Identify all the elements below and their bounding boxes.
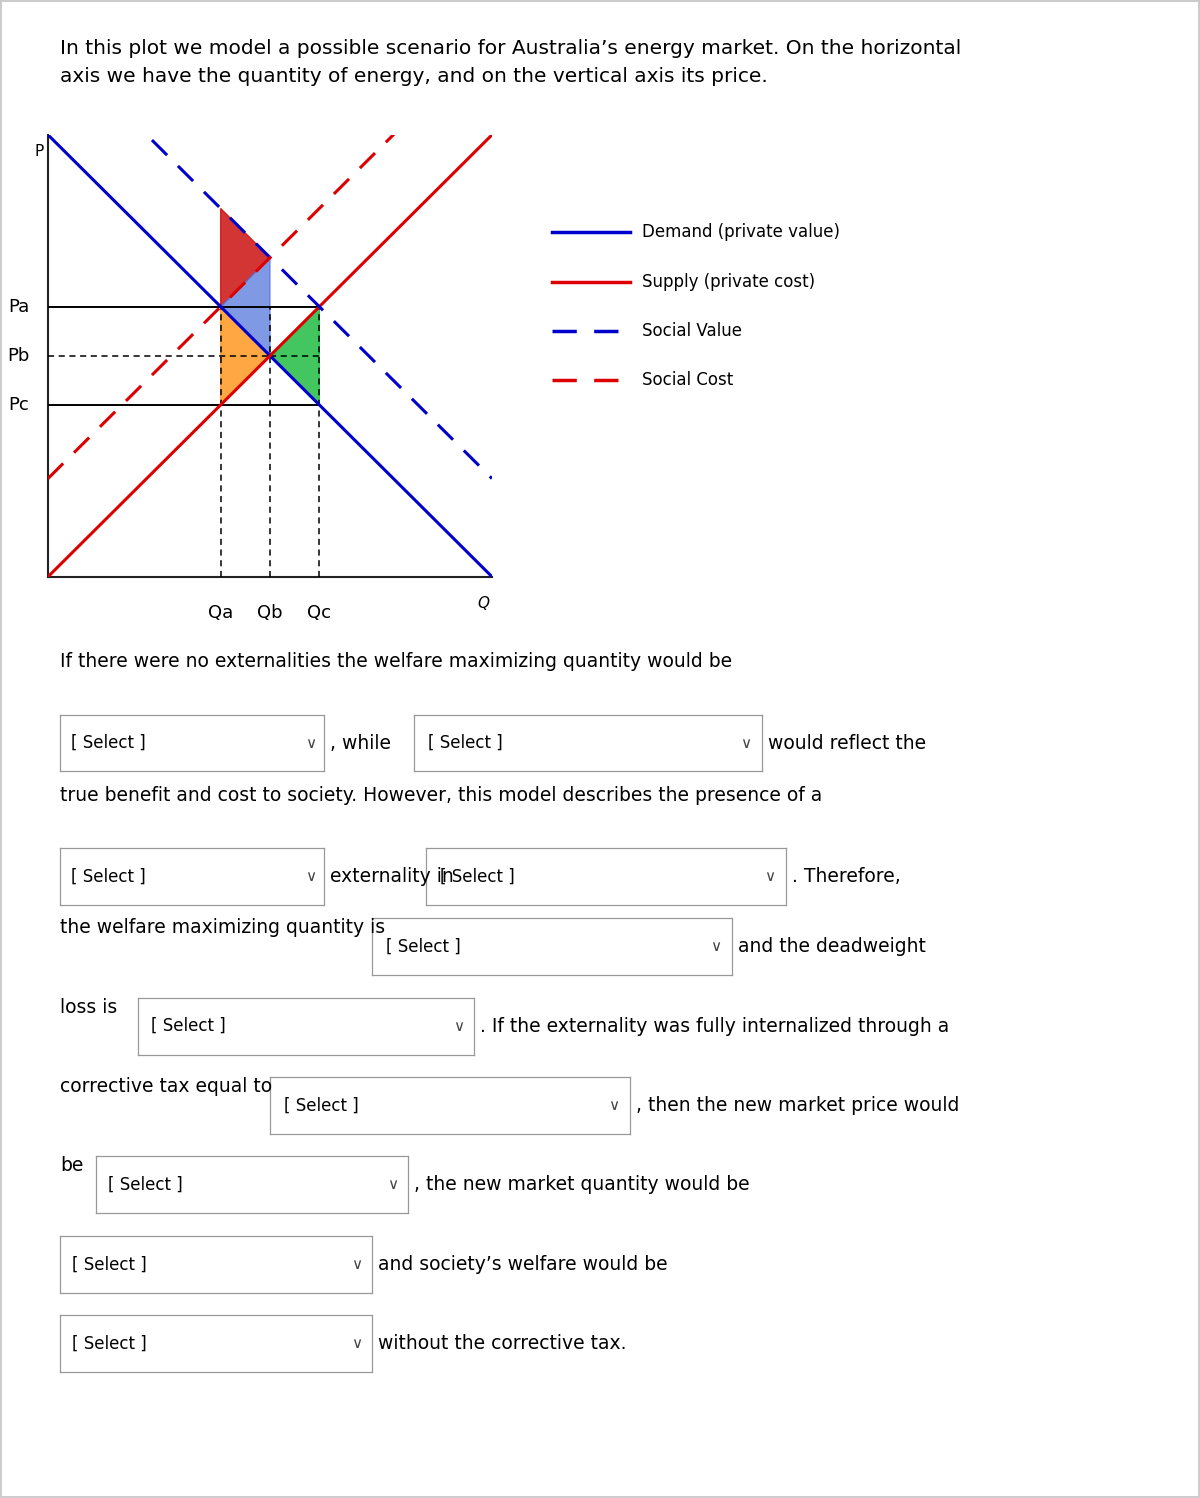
Text: Supply (private cost): Supply (private cost) <box>642 273 815 291</box>
Text: P: P <box>35 144 43 159</box>
Text: axis we have the quantity of energy, and on the vertical axis its price.: axis we have the quantity of energy, and… <box>60 67 768 87</box>
Text: be: be <box>60 1156 83 1176</box>
Text: the welfare maximizing quantity is: the welfare maximizing quantity is <box>60 918 385 938</box>
Text: If there were no externalities the welfare maximizing quantity would be: If there were no externalities the welfa… <box>60 652 732 671</box>
Text: [ Select ]: [ Select ] <box>71 867 145 885</box>
Polygon shape <box>221 208 270 307</box>
Text: corrective tax equal to: corrective tax equal to <box>60 1077 272 1097</box>
Text: . If the externality was fully internalized through a: . If the externality was fully internali… <box>480 1017 949 1035</box>
Text: Pc: Pc <box>8 395 29 413</box>
Text: [ Select ]: [ Select ] <box>284 1097 359 1115</box>
Text: [ Select ]: [ Select ] <box>72 1335 148 1353</box>
Text: [ Select ]: [ Select ] <box>151 1017 226 1035</box>
Text: would reflect the: would reflect the <box>768 734 926 752</box>
Text: , while: , while <box>330 734 391 752</box>
Text: externality in: externality in <box>330 867 454 885</box>
Text: ∨: ∨ <box>452 1019 464 1034</box>
Text: ∨: ∨ <box>764 869 775 884</box>
Text: and society’s welfare would be: and society’s welfare would be <box>378 1255 667 1273</box>
Text: ∨: ∨ <box>740 736 751 750</box>
Text: [ Select ]: [ Select ] <box>108 1176 184 1194</box>
Text: In this plot we model a possible scenario for Australia’s energy market. On the : In this plot we model a possible scenari… <box>60 39 961 58</box>
Text: loss is: loss is <box>60 998 118 1017</box>
Text: [ Select ]: [ Select ] <box>386 938 461 956</box>
Text: ∨: ∨ <box>305 736 316 750</box>
Text: Pb: Pb <box>7 346 29 366</box>
Text: , then the new market price would: , then the new market price would <box>636 1097 959 1115</box>
Text: [ Select ]: [ Select ] <box>428 734 503 752</box>
Text: ∨: ∨ <box>352 1257 362 1272</box>
Text: Qc: Qc <box>307 604 331 622</box>
Text: [ Select ]: [ Select ] <box>71 734 145 752</box>
Text: ∨: ∨ <box>608 1098 619 1113</box>
Text: Demand (private value): Demand (private value) <box>642 223 840 241</box>
Text: ∨: ∨ <box>305 869 316 884</box>
Text: Social Value: Social Value <box>642 322 742 340</box>
Text: ∨: ∨ <box>388 1177 398 1192</box>
Polygon shape <box>270 307 319 404</box>
Text: [ Select ]: [ Select ] <box>440 867 515 885</box>
Text: Pa: Pa <box>8 298 29 316</box>
Text: true benefit and cost to society. However, this model describes the presence of : true benefit and cost to society. Howeve… <box>60 786 822 806</box>
Text: [ Select ]: [ Select ] <box>72 1255 148 1273</box>
Text: Qb: Qb <box>257 604 283 622</box>
Text: . Therefore,: . Therefore, <box>792 867 901 885</box>
Text: and the deadweight: and the deadweight <box>738 938 926 956</box>
Text: ∨: ∨ <box>352 1336 362 1351</box>
Text: Social Cost: Social Cost <box>642 372 733 389</box>
Text: , the new market quantity would be: , the new market quantity would be <box>414 1176 750 1194</box>
Text: without the corrective tax.: without the corrective tax. <box>378 1335 626 1353</box>
Text: ∨: ∨ <box>710 939 721 954</box>
Polygon shape <box>221 307 270 404</box>
Text: Q: Q <box>478 596 490 611</box>
Polygon shape <box>221 258 270 357</box>
Text: Qa: Qa <box>208 604 233 622</box>
